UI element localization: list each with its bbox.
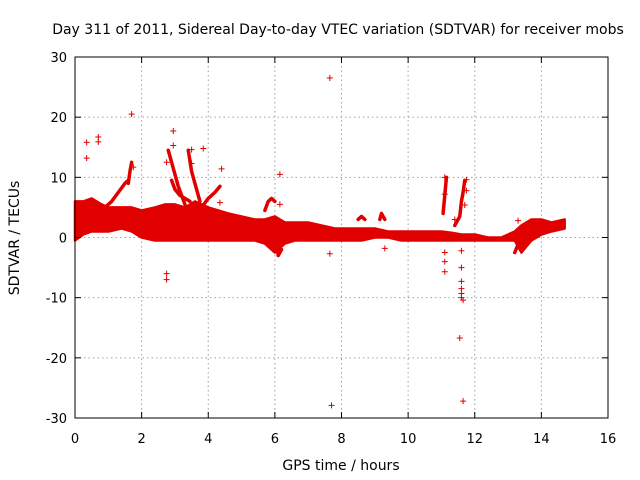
chart-title: Day 311 of 2011, Sidereal Day-to-day VTE…: [52, 22, 624, 38]
sdtvar-point: [460, 297, 467, 304]
sdtvar-point: [218, 165, 225, 172]
sdtvar-point: [456, 334, 463, 341]
sdtvar-point: [458, 247, 465, 254]
sdtvar-point: [381, 245, 388, 252]
sdtvar-point: [130, 164, 137, 171]
sdtvar-point: [441, 268, 448, 275]
sdtvar-point: [188, 160, 195, 167]
sdtvar-point: [515, 217, 522, 224]
sdtvar-point: [276, 171, 283, 178]
sdtvar-excursion-track: [193, 184, 222, 222]
x-tick-label: 16: [600, 432, 617, 447]
x-tick-labels: 0 2 4 6 8 10 12 14 16: [71, 432, 616, 447]
sdtvar-point: [463, 187, 470, 194]
sdtvar-point: [463, 176, 470, 183]
y-tick-label: 0: [59, 232, 67, 247]
sdtvar-point: [326, 75, 333, 82]
sdtvar-point: [163, 270, 170, 277]
x-tick-label: 12: [466, 432, 483, 447]
axis-ticks: [74, 56, 609, 419]
y-axis-label: SDTVAR / TECUs: [7, 181, 23, 296]
sdtvar-point: [441, 249, 448, 256]
sdtvar-point: [188, 146, 195, 153]
sdtvar-point: [83, 139, 90, 146]
sdtvar-point: [441, 191, 448, 198]
x-axis-label: GPS time / hours: [282, 458, 399, 474]
sdtvar-point: [216, 199, 223, 206]
y-tick-label: 20: [50, 111, 67, 126]
sdtvar-excursion-track: [126, 160, 134, 186]
sdtvar-point: [441, 258, 448, 265]
sdtvar-excursion-track: [263, 196, 277, 213]
sdtvar-excursion-track: [512, 220, 537, 255]
sdtvar-point: [458, 264, 465, 271]
sdtvar-point: [170, 128, 177, 135]
sdtvar-excursion-track: [378, 211, 387, 222]
sdtvar-excursion-track: [453, 178, 467, 228]
sdtvar-point: [83, 155, 90, 162]
sdtvar-point: [328, 402, 335, 409]
sdtvar-point: [451, 216, 458, 223]
x-tick-label: 0: [71, 432, 79, 447]
y-tick-label: -20: [46, 352, 67, 367]
sdtvar-point: [163, 159, 170, 166]
x-tick-label: 8: [337, 432, 345, 447]
sdtvar-excursion-track: [169, 178, 192, 204]
sdtvar-point: [460, 398, 467, 405]
sdtvar-excursion-track: [356, 214, 367, 222]
y-tick-labels: -30 -20 -10 0 10 20 30: [46, 51, 67, 427]
data-band-layer: [73, 197, 566, 254]
sdtvar-excursion-track: [186, 148, 202, 204]
excursion-layer: [103, 148, 537, 258]
sdtvar-point: [163, 276, 170, 283]
y-tick-label: 10: [50, 171, 67, 186]
sdtvar-point: [200, 145, 207, 152]
y-tick-label: -30: [46, 412, 67, 427]
y-tick-label: 30: [50, 51, 67, 66]
sdtvar-point: [95, 138, 102, 145]
sdtvar-dense-band: [73, 197, 566, 254]
sdtvar-point: [276, 201, 283, 208]
sdtvar-point: [441, 174, 448, 181]
sdtvar-excursion-track: [103, 178, 131, 210]
sdtvar-point: [458, 278, 465, 285]
x-tick-label: 14: [533, 432, 550, 447]
sdtvar-point: [461, 202, 468, 209]
sdtvar-point: [128, 111, 135, 118]
sdtvar-excursion-track: [273, 223, 284, 258]
x-tick-label: 6: [271, 432, 279, 447]
x-tick-label: 2: [137, 432, 145, 447]
x-tick-label: 4: [204, 432, 212, 447]
sdtvar-point: [326, 250, 333, 257]
sdtvar-point: [170, 142, 177, 149]
y-tick-label: -10: [46, 292, 67, 307]
outlier-points-layer: [83, 75, 522, 409]
x-tick-label: 10: [400, 432, 417, 447]
